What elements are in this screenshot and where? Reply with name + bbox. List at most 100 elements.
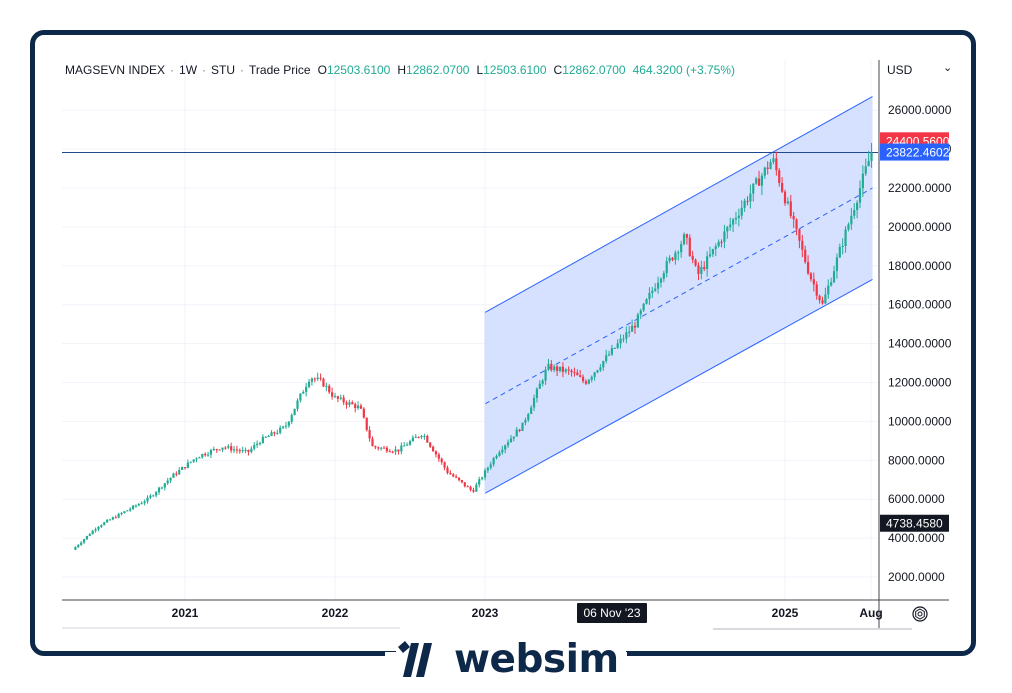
candle-body [166,480,169,484]
candle-body [333,396,337,398]
candle-body [129,508,132,511]
candle-body [244,449,247,451]
candle-body [120,513,123,515]
candle-body [584,381,588,384]
candle-body [348,402,351,405]
candle-body [757,178,761,186]
candle-body [573,372,576,374]
candle-body [305,386,308,393]
candle-body [238,450,241,452]
candle-body [671,257,674,260]
currency-selector[interactable]: USD [887,63,913,77]
candle-body [345,402,348,405]
candle-body [388,451,391,453]
candle-body [590,376,593,380]
candle-body [322,378,325,387]
price-label-text: 23822.4602 [886,146,950,160]
candle-body [201,453,204,458]
settings-gear-icon[interactable] [912,606,928,622]
candle-body [359,405,363,409]
candle-body [276,432,279,434]
candle-body [504,445,507,450]
candle-body [328,385,331,393]
chevron-down-icon[interactable]: ⌄ [943,62,953,74]
candle-body [587,379,590,384]
price-tick-label: 4000.0000 [888,531,945,545]
candle-body [867,160,870,167]
candle-body [579,375,582,377]
interval[interactable]: 1W [179,63,198,77]
candle-body [146,497,149,502]
candle-body [553,366,556,371]
candle-body [495,455,498,459]
candle-body [636,314,639,328]
candle-body [175,473,178,475]
candle-body [411,437,414,442]
candle-body [659,278,663,283]
candle-body [530,407,533,415]
low-label: L [476,63,484,77]
candle-body [149,495,152,498]
crosshair-date-bg [577,603,647,623]
candle-body [648,293,651,300]
candle-body [339,397,342,399]
candle-body [460,480,464,483]
candle-body [731,219,735,225]
candle-body [296,400,299,409]
candle-body [466,486,469,488]
candle-body [515,429,518,437]
candle-body [708,254,712,257]
candle-body [486,467,489,471]
candle-body [478,479,481,485]
candle-body [169,477,172,481]
candle-body [567,369,570,371]
candle-body [576,372,579,376]
candle-body [403,445,406,447]
candle-body [131,505,135,509]
candle-body [463,482,466,487]
candle-body [310,378,314,382]
candle-body [723,231,726,242]
candle-body [656,282,660,289]
candle-body [290,415,293,422]
candle-body [74,547,77,550]
candle-body [605,355,608,362]
candle-body [114,517,117,519]
candle-body [221,447,224,450]
candle-body [319,377,322,379]
candle-body [766,167,769,169]
candle-body [524,420,527,423]
crosshair-date-label: 06 Nov '23 [577,603,647,623]
candle-body [607,354,611,356]
candle-body [694,259,697,266]
price-tick-label: 18000.0000 [888,259,952,273]
candle-body [538,383,541,389]
candle-body [331,392,334,397]
candle-body [258,443,262,445]
candle-body [835,257,839,272]
time-tick-label: 2025 [772,606,799,620]
candle-body [417,436,420,438]
price-label-text: 4738.4580 [886,517,943,531]
candle-body [801,240,804,250]
price-tick-label: 10000.0000 [888,414,952,428]
symbol-name[interactable]: MAGSEVN INDEX [65,63,166,77]
candle-body [247,449,250,452]
candle-body [697,265,700,274]
candle-body [691,255,694,260]
candle-body [639,310,642,315]
price-tick-label: 12000.0000 [888,376,952,390]
candle-body [232,449,236,451]
candle-body [841,246,844,248]
time-tick-label: 2021 [172,606,199,620]
candle-body [804,249,807,263]
time-tick-label: Aug [859,606,882,620]
candle-body [437,454,440,459]
candle-body [740,207,743,216]
price-type: Trade Price [249,63,311,77]
candle-body [789,201,792,216]
candle-body [821,300,824,304]
candle-body [645,299,648,304]
candle-body [792,215,795,220]
